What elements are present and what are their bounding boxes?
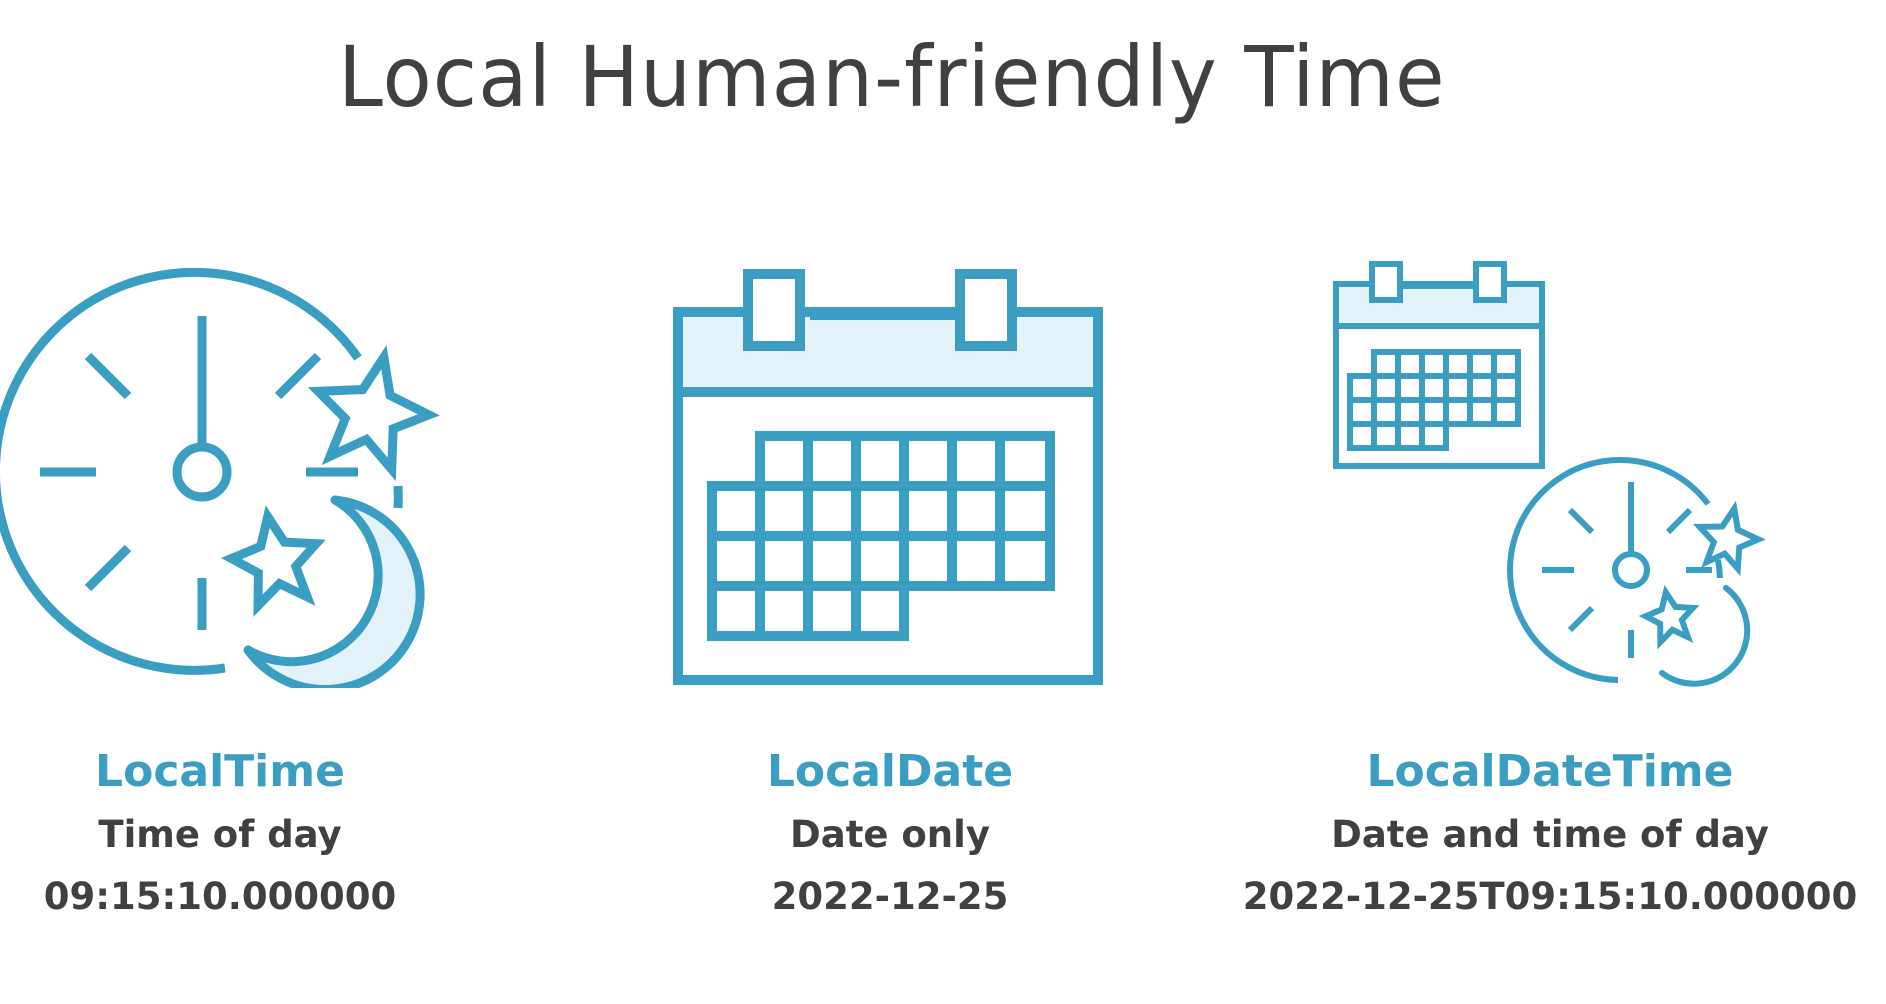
page-title: Local Human-friendly Time	[338, 28, 1446, 126]
card-description: Date only	[790, 813, 990, 856]
card-example: 2022-12-25	[771, 875, 1009, 918]
card-name: LocalDateTime	[1366, 746, 1734, 797]
card-name: LocalDate	[766, 746, 1014, 797]
card-example: 09:15:10.000000	[43, 875, 397, 918]
calendar-clock-icon	[1333, 261, 1766, 687]
local-time-card: LocalTime Time of day 09:15:10.000000	[0, 740, 440, 928]
clock-night-icon	[0, 268, 440, 688]
card-name: LocalTime	[95, 746, 345, 797]
card-description: Time of day	[98, 813, 342, 856]
calendar-icon	[673, 269, 1103, 685]
card-example: 2022-12-25T09:15:10.000000	[1242, 875, 1858, 918]
local-date-card: LocalDate Date only 2022-12-25	[670, 740, 1110, 928]
local-datetime-card: LocalDateTime Date and time of day 2022-…	[1220, 740, 1880, 928]
card-description: Date and time of day	[1331, 813, 1769, 856]
